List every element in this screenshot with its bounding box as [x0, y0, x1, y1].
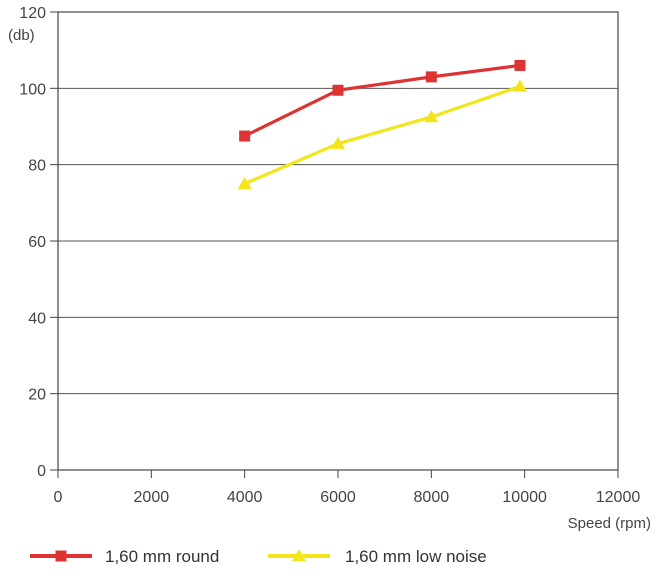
- legend-item: 1,60 mm round: [30, 547, 219, 566]
- y-tick-label: 0: [37, 463, 46, 480]
- series-line: [244, 84, 521, 186]
- data-point: [424, 109, 439, 123]
- legend-label: 1,60 mm round: [105, 547, 219, 566]
- x-axis-title: Speed (rpm): [568, 515, 651, 532]
- y-axis: 0 20 40 60 80 100 120: [19, 5, 58, 480]
- x-tick-label: 4000: [227, 489, 263, 506]
- y-axis-title: (db): [8, 27, 35, 44]
- gridlines: [58, 87, 618, 395]
- x-tick-label: 10000: [502, 489, 547, 506]
- y-tick-label: 120: [19, 5, 46, 22]
- y-tick-label: 60: [28, 234, 46, 251]
- y-tick-label: 20: [28, 387, 46, 404]
- series-layer: [237, 59, 527, 189]
- x-tick-label: 12000: [596, 489, 641, 506]
- data-point: [239, 130, 251, 142]
- series-1: [239, 59, 526, 142]
- series-line: [243, 63, 521, 138]
- y-tick-label: 80: [28, 158, 46, 175]
- legend-marker: [292, 549, 306, 562]
- x-tick-label: 6000: [320, 489, 356, 506]
- data-point: [331, 136, 345, 149]
- series-2: [237, 79, 527, 189]
- data-point: [332, 84, 344, 96]
- x-tick-label: 0: [54, 489, 63, 506]
- y-tick-label: 40: [28, 310, 46, 327]
- x-tick-label: 8000: [414, 489, 450, 506]
- x-axis: 0 2000 4000 6000 8000 10000 12000: [54, 470, 641, 506]
- x-tick-label: 2000: [134, 489, 170, 506]
- legend-label: 1,60 mm low noise: [345, 547, 487, 566]
- y-tick-label: 100: [19, 81, 46, 98]
- legend-marker: [55, 550, 67, 562]
- legend: 1,60 mm round 1,60 mm low noise: [30, 547, 487, 566]
- legend-item: 1,60 mm low noise: [268, 547, 487, 566]
- data-point: [514, 59, 526, 71]
- data-point: [237, 176, 252, 189]
- data-point: [425, 71, 437, 83]
- data-point: [513, 79, 527, 92]
